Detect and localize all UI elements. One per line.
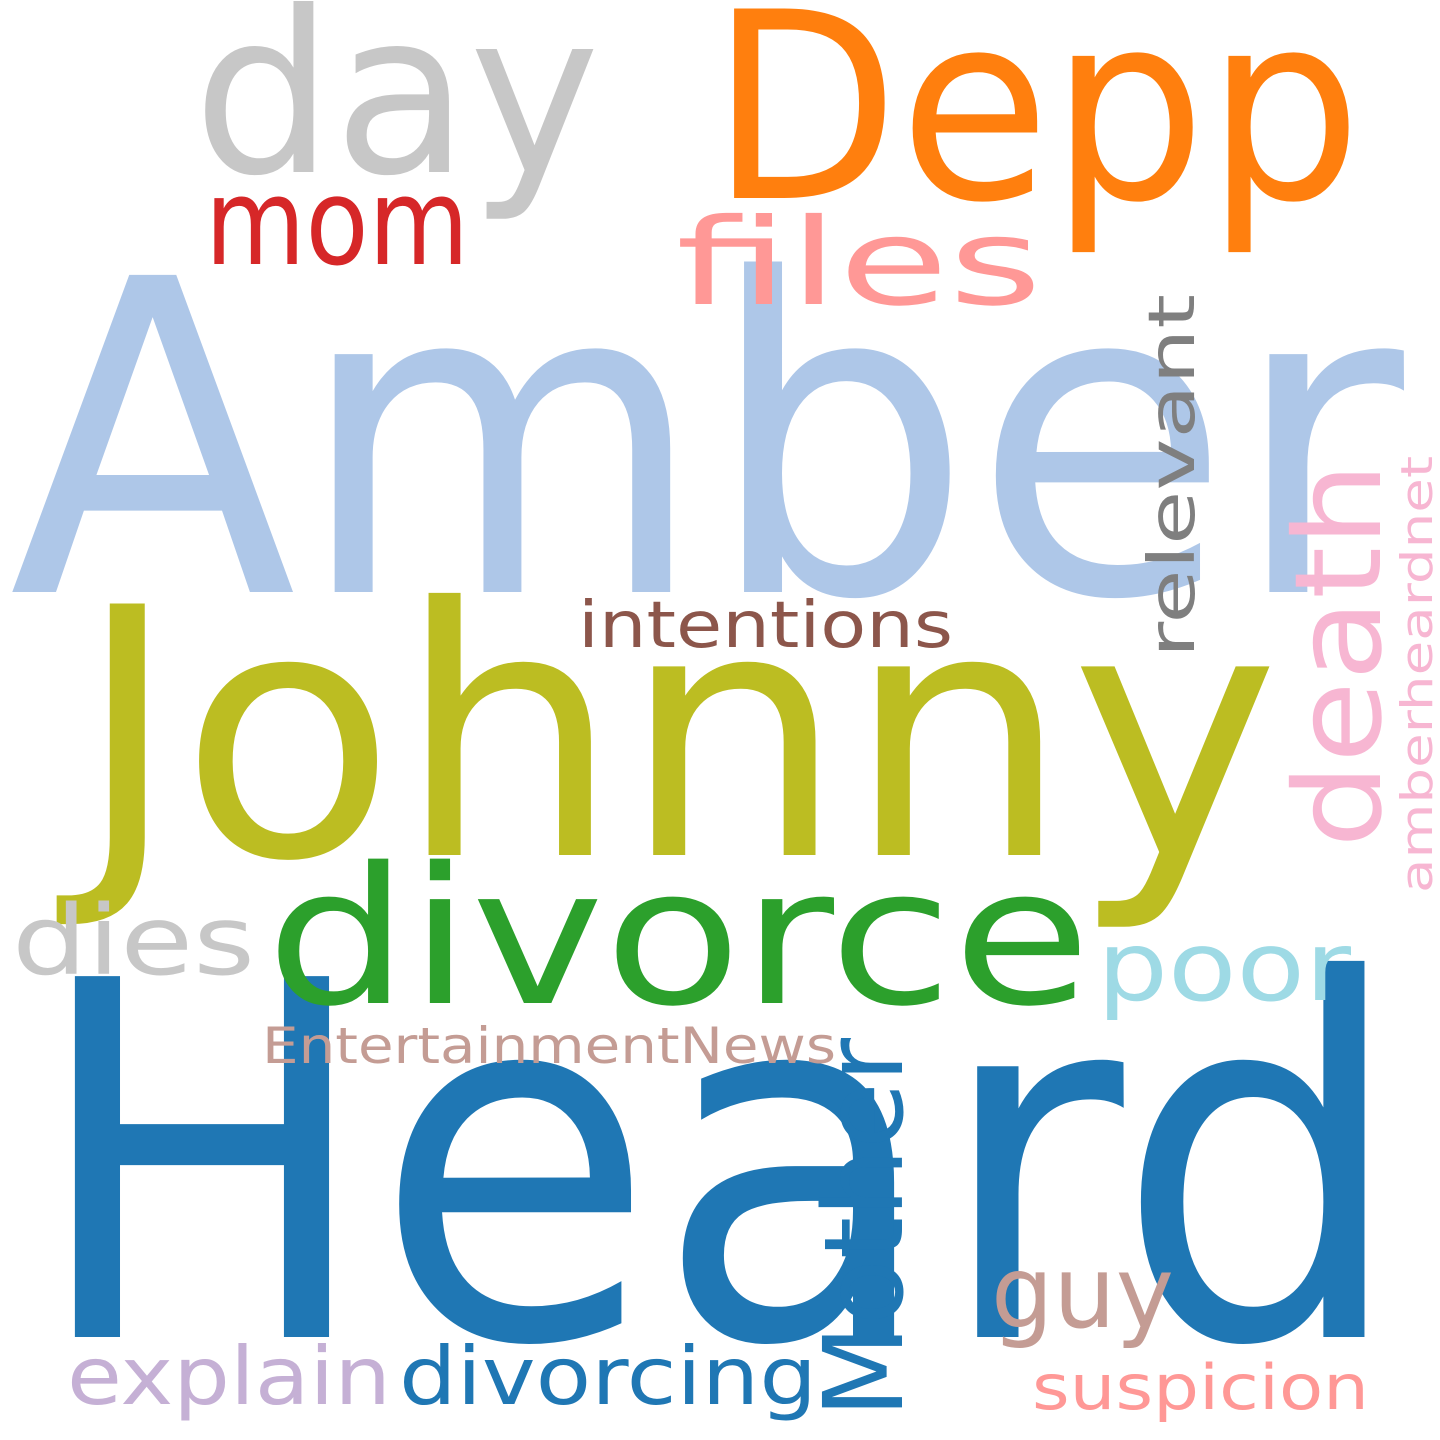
word-suspicion: suspicion bbox=[1032, 1351, 1369, 1424]
word-explain: explain bbox=[67, 1330, 391, 1423]
word-intentions: intentions bbox=[578, 589, 953, 663]
word-divorce: divorce bbox=[266, 827, 1091, 1048]
word-dies: dies bbox=[12, 885, 255, 997]
word-heard: Heard bbox=[30, 878, 1406, 1440]
word-entertainmentnews: EntertainmentNews bbox=[262, 1017, 836, 1075]
word-poor: poor bbox=[1097, 911, 1352, 1023]
word-amberheardnet: amberheardnet bbox=[1392, 456, 1440, 893]
word-guy: guy bbox=[991, 1234, 1174, 1351]
word-files: files bbox=[676, 194, 1042, 333]
word-mother: Mother bbox=[800, 1037, 928, 1418]
word-relevant: relevant bbox=[1136, 294, 1210, 658]
word-death: death bbox=[1270, 462, 1409, 848]
word-johnny: Johnny bbox=[53, 536, 1280, 937]
word-amber: Amber bbox=[9, 188, 1409, 695]
word-mom: mom bbox=[205, 154, 469, 293]
word-depp: Depp bbox=[710, 0, 1362, 260]
word-divorcing: divorcing bbox=[399, 1330, 817, 1423]
word-day: day bbox=[193, 0, 600, 226]
